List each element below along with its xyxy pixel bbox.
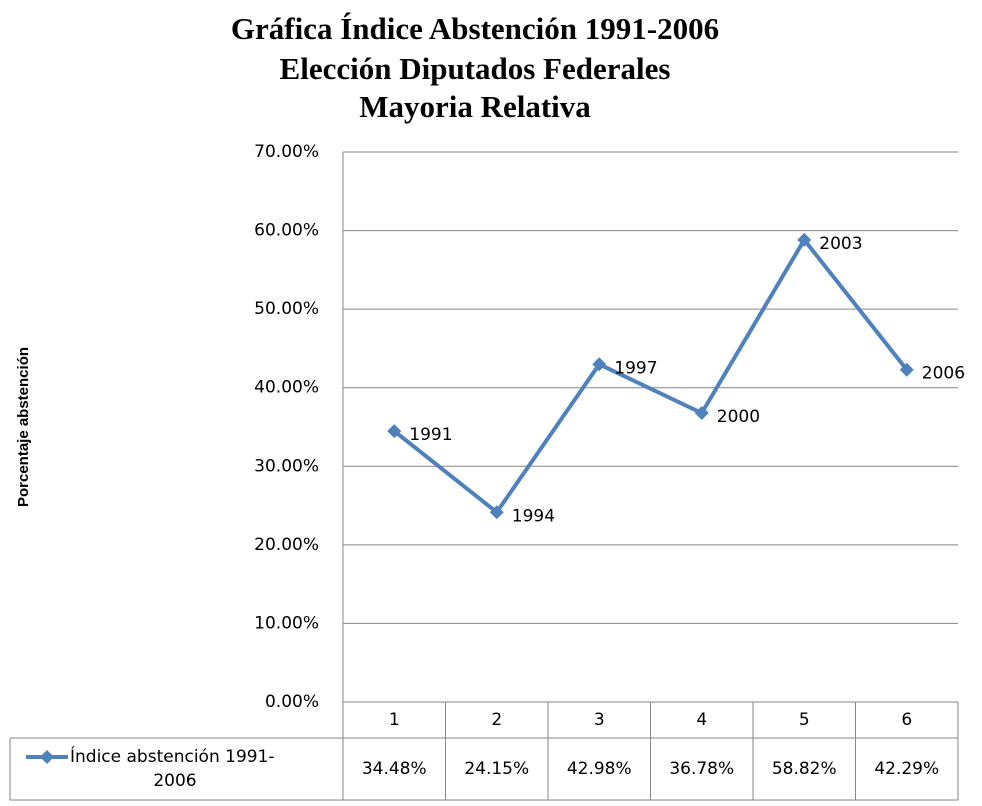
y-tick-label: 60.00% bbox=[254, 221, 319, 241]
chart-title: Mayoria Relativa bbox=[359, 89, 591, 124]
legend-marker bbox=[40, 750, 54, 764]
y-tick-label: 30.00% bbox=[254, 456, 319, 476]
table-value: 42.29% bbox=[874, 759, 939, 779]
point-label: 1997 bbox=[614, 358, 657, 378]
table-value: 36.78% bbox=[669, 759, 734, 779]
y-tick-label: 20.00% bbox=[254, 535, 319, 555]
point-label: 2000 bbox=[717, 407, 760, 427]
table-value: 34.48% bbox=[362, 759, 427, 779]
chart-title: Elección Diputados Federales bbox=[280, 51, 671, 86]
marker bbox=[694, 406, 709, 421]
point-label: 2003 bbox=[819, 234, 862, 254]
marker bbox=[387, 424, 402, 439]
marker bbox=[797, 232, 812, 247]
point-label: 1994 bbox=[512, 506, 555, 526]
chart-title: Gráfica Índice Abstención 1991-2006 bbox=[231, 11, 719, 46]
y-tick-label: 10.00% bbox=[254, 613, 319, 633]
point-label: 2006 bbox=[922, 364, 965, 384]
x-tick-label: 2 bbox=[491, 710, 502, 730]
legend-label: 2006 bbox=[153, 771, 196, 791]
y-tick-label: 70.00% bbox=[254, 142, 319, 162]
marker bbox=[592, 357, 607, 372]
line bbox=[393, 237, 909, 515]
table-value: 42.98% bbox=[567, 759, 632, 779]
x-tick-label: 6 bbox=[901, 710, 912, 730]
legend-label: Índice abstención 1991- bbox=[70, 745, 275, 767]
x-tick-label: 4 bbox=[696, 710, 707, 730]
x-tick-label: 5 bbox=[799, 710, 810, 730]
marker bbox=[899, 362, 914, 377]
x-tick-label: 1 bbox=[389, 710, 400, 730]
y-tick-label: 0.00% bbox=[265, 692, 319, 712]
marker bbox=[489, 505, 504, 520]
y-tick-label: 50.00% bbox=[254, 299, 319, 319]
y-tick-label: 40.00% bbox=[254, 378, 319, 398]
table-value: 24.15% bbox=[464, 759, 529, 779]
point-label: 1991 bbox=[409, 425, 452, 445]
x-tick-label: 3 bbox=[594, 710, 605, 730]
table-value: 58.82% bbox=[772, 759, 837, 779]
y-axis-label: Porcentaje abstención bbox=[15, 347, 32, 507]
